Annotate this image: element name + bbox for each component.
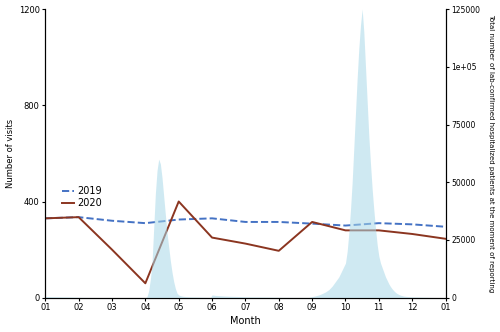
Y-axis label: Number of visits: Number of visits [6,119,15,188]
Y-axis label: Total number of lab-confirmed hospitalized patients at the moment of reporting: Total number of lab-confirmed hospitaliz… [488,14,494,292]
X-axis label: Month: Month [230,316,261,326]
Legend: 2019, 2020: 2019, 2020 [58,182,106,212]
